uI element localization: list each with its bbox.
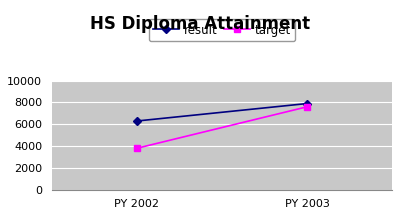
Text: HS Diploma Attainment: HS Diploma Attainment <box>90 15 310 33</box>
target <box>305 106 310 108</box>
result <box>305 102 310 105</box>
target <box>134 147 140 150</box>
Line: result: result <box>134 101 310 124</box>
Legend: result, target: result, target <box>149 19 295 41</box>
result <box>134 120 140 122</box>
Line: target: target <box>134 104 310 151</box>
